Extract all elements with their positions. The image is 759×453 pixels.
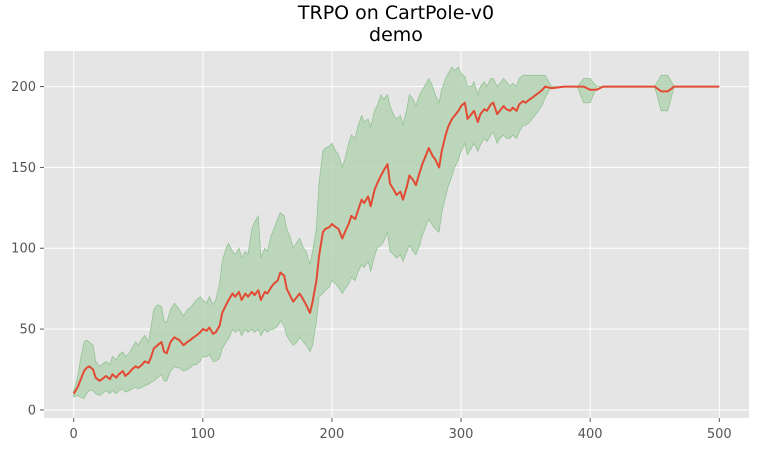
x-tick-label: 100 <box>190 427 215 442</box>
x-tick-label: 300 <box>449 427 474 442</box>
mean-reward-line <box>72 85 720 395</box>
x-tick-label: 500 <box>707 427 732 442</box>
y-tick-label: 0 <box>28 403 36 418</box>
chart-subtitle: demo <box>369 24 423 46</box>
y-tick-label: 100 <box>11 242 36 257</box>
y-tick-label: 200 <box>11 80 36 95</box>
y-tick-label: 50 <box>19 323 36 338</box>
x-tick-label: 200 <box>320 427 345 442</box>
x-tick-label: 0 <box>70 427 78 442</box>
x-axis: 0 100 200 300 400 500 <box>70 418 732 442</box>
mean-line-layer <box>72 85 720 395</box>
y-axis: 0 50 100 150 200 <box>11 80 44 418</box>
x-tick-label: 400 <box>578 427 603 442</box>
chart-title: TRPO on CartPole-v0 <box>297 2 494 24</box>
y-tick-label: 150 <box>11 161 36 176</box>
